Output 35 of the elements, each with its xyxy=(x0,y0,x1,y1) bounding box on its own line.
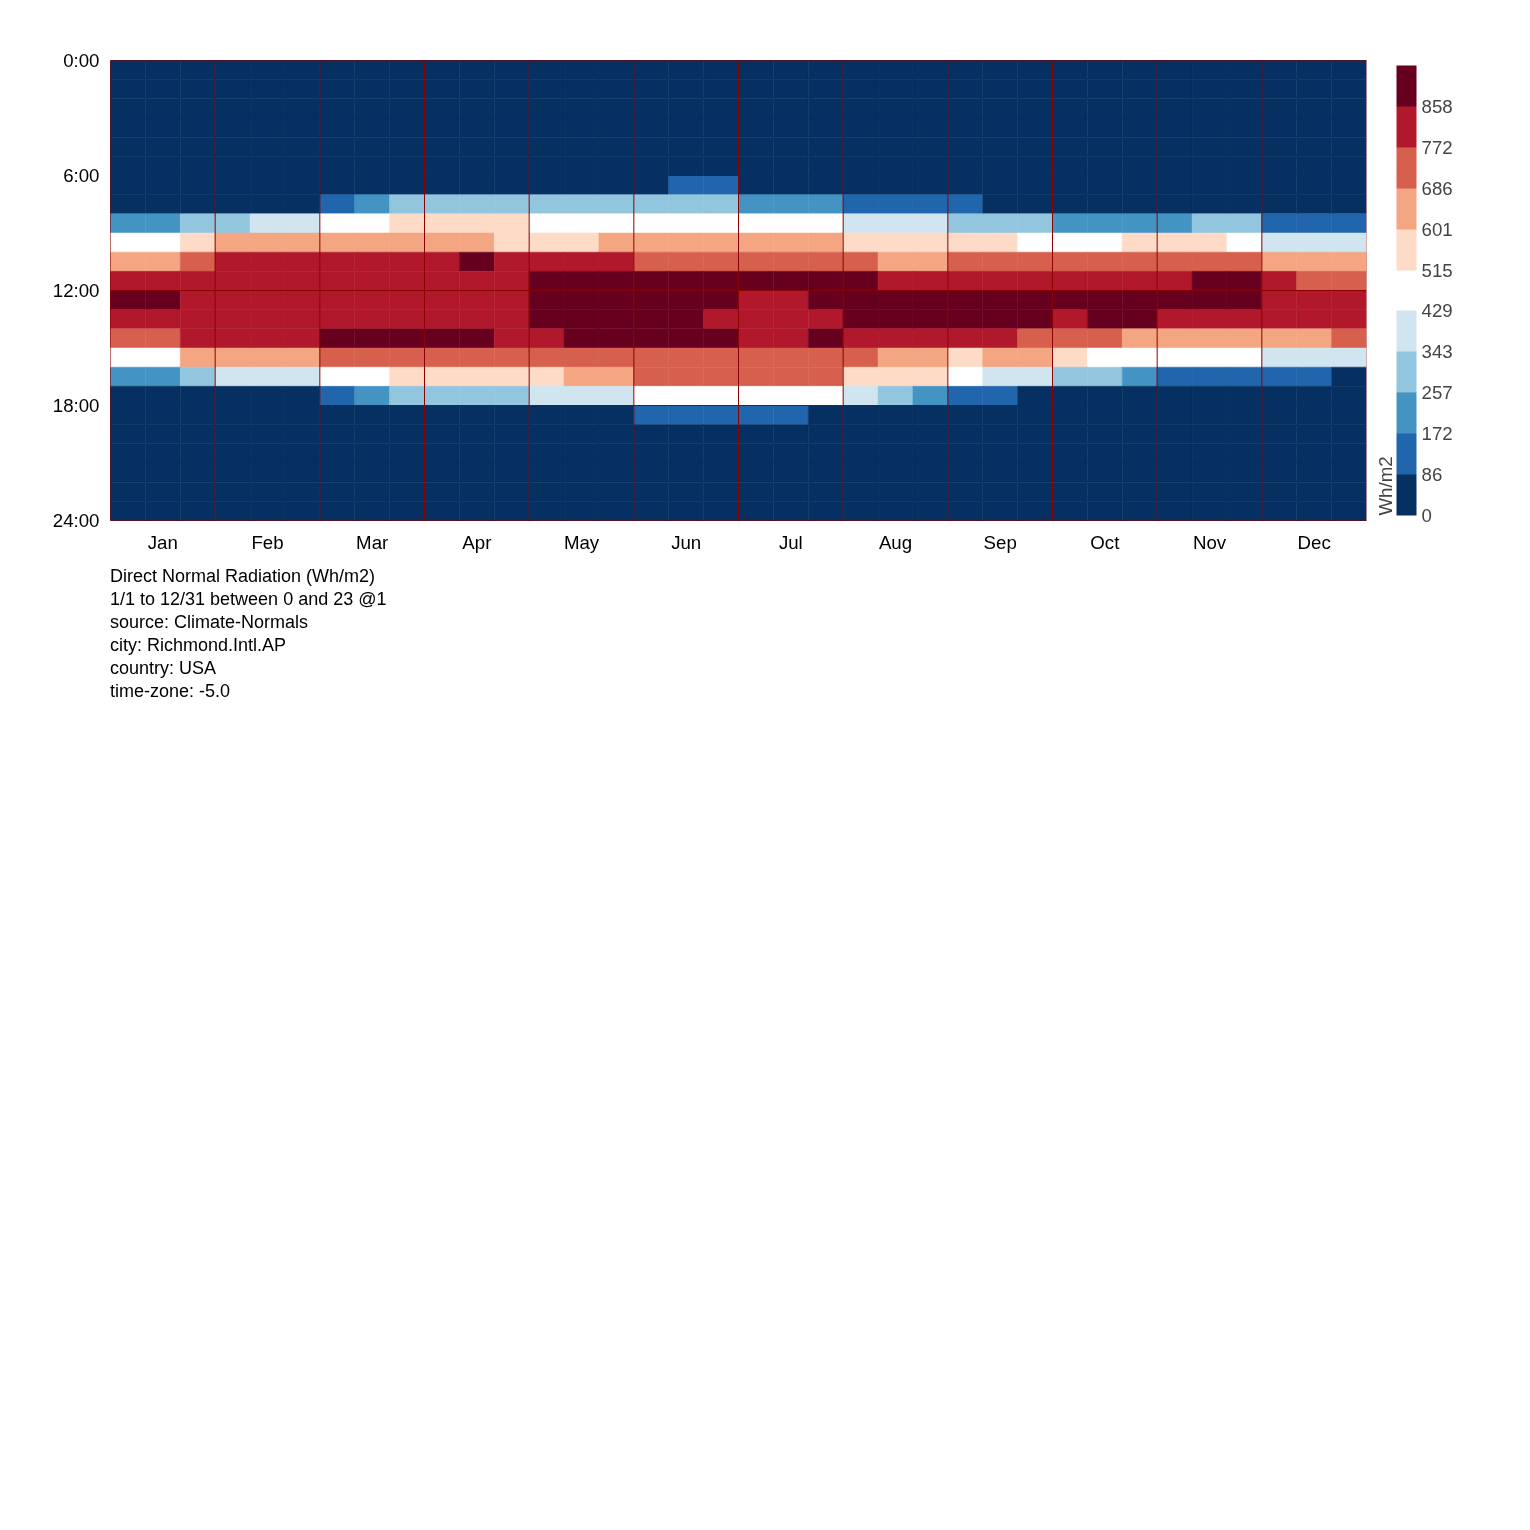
y-tick-label: 24:00 xyxy=(52,510,100,531)
color-bar-title: Wh/m2 xyxy=(1374,456,1396,516)
color-bar-label: 172 xyxy=(1421,423,1453,445)
color-bar-label: 601 xyxy=(1421,218,1453,240)
text: country: USA xyxy=(110,658,217,678)
x-tick-label: Aug xyxy=(878,531,913,553)
color-bar-label: 429 xyxy=(1421,300,1453,322)
color-bar-label: 772 xyxy=(1421,136,1453,158)
y-tick-label: 12:00 xyxy=(52,280,100,301)
x-tick-label: Oct xyxy=(1090,531,1121,553)
color-bar-label: 86 xyxy=(1421,464,1443,485)
x-tick-label: Jun xyxy=(671,531,702,553)
x-tick-label: Apr xyxy=(462,531,492,553)
text: city: Richmond.Intl.AP xyxy=(110,635,287,655)
x-tick-label: Feb xyxy=(251,531,284,553)
x-tick-label: Jan xyxy=(147,531,178,553)
color-bar-label: 0 xyxy=(1421,505,1432,526)
source-note: source: Climate-Normals xyxy=(110,612,309,632)
text: Direct Normal Radiation (Wh/m2) xyxy=(110,566,376,586)
color-bar-label: 686 xyxy=(1421,177,1453,199)
x-tick-label: Dec xyxy=(1297,531,1331,553)
color-bar-label: 343 xyxy=(1421,341,1453,363)
color-bar-label: 858 xyxy=(1421,96,1453,117)
x-tick-label: Nov xyxy=(1192,531,1227,553)
x-tick-label: May xyxy=(563,531,600,553)
color-bar-label: 515 xyxy=(1421,259,1453,281)
text: time-zone: -5.0 xyxy=(110,681,231,701)
y-tick-label: 6:00 xyxy=(63,165,100,186)
color-bar-label: 257 xyxy=(1421,382,1453,404)
text: 1/1 to 12/31 between 0 and 23 @1 xyxy=(110,589,387,609)
y-tick-label: 0:00 xyxy=(63,50,100,71)
x-tick-label: Mar xyxy=(356,531,389,553)
x-tick-label: Jul xyxy=(778,531,803,553)
y-tick-label: 18:00 xyxy=(52,395,100,416)
x-tick-label: Sep xyxy=(983,531,1017,553)
